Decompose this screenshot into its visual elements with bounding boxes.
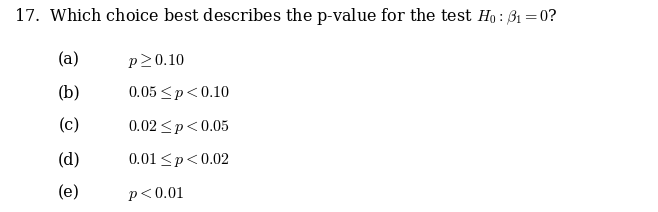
Text: (e): (e) xyxy=(58,185,80,202)
Text: 17.  Which choice best describes the p-value for the test $H_0 : \beta_1 = 0$?: 17. Which choice best describes the p-va… xyxy=(14,6,558,27)
Text: (d): (d) xyxy=(58,151,80,168)
Text: (b): (b) xyxy=(58,84,80,101)
Text: $0.02 \leq p < 0.05$: $0.02 \leq p < 0.05$ xyxy=(128,118,230,136)
Text: $p \geq 0.10$: $p \geq 0.10$ xyxy=(128,51,185,70)
Text: $0.01 \leq p < 0.02$: $0.01 \leq p < 0.02$ xyxy=(128,151,230,169)
Text: (a): (a) xyxy=(58,51,80,68)
Text: (c): (c) xyxy=(59,118,80,135)
Text: $0.05 \leq p < 0.10$: $0.05 \leq p < 0.10$ xyxy=(128,84,230,102)
Text: $p < 0.01$: $p < 0.01$ xyxy=(128,185,184,203)
